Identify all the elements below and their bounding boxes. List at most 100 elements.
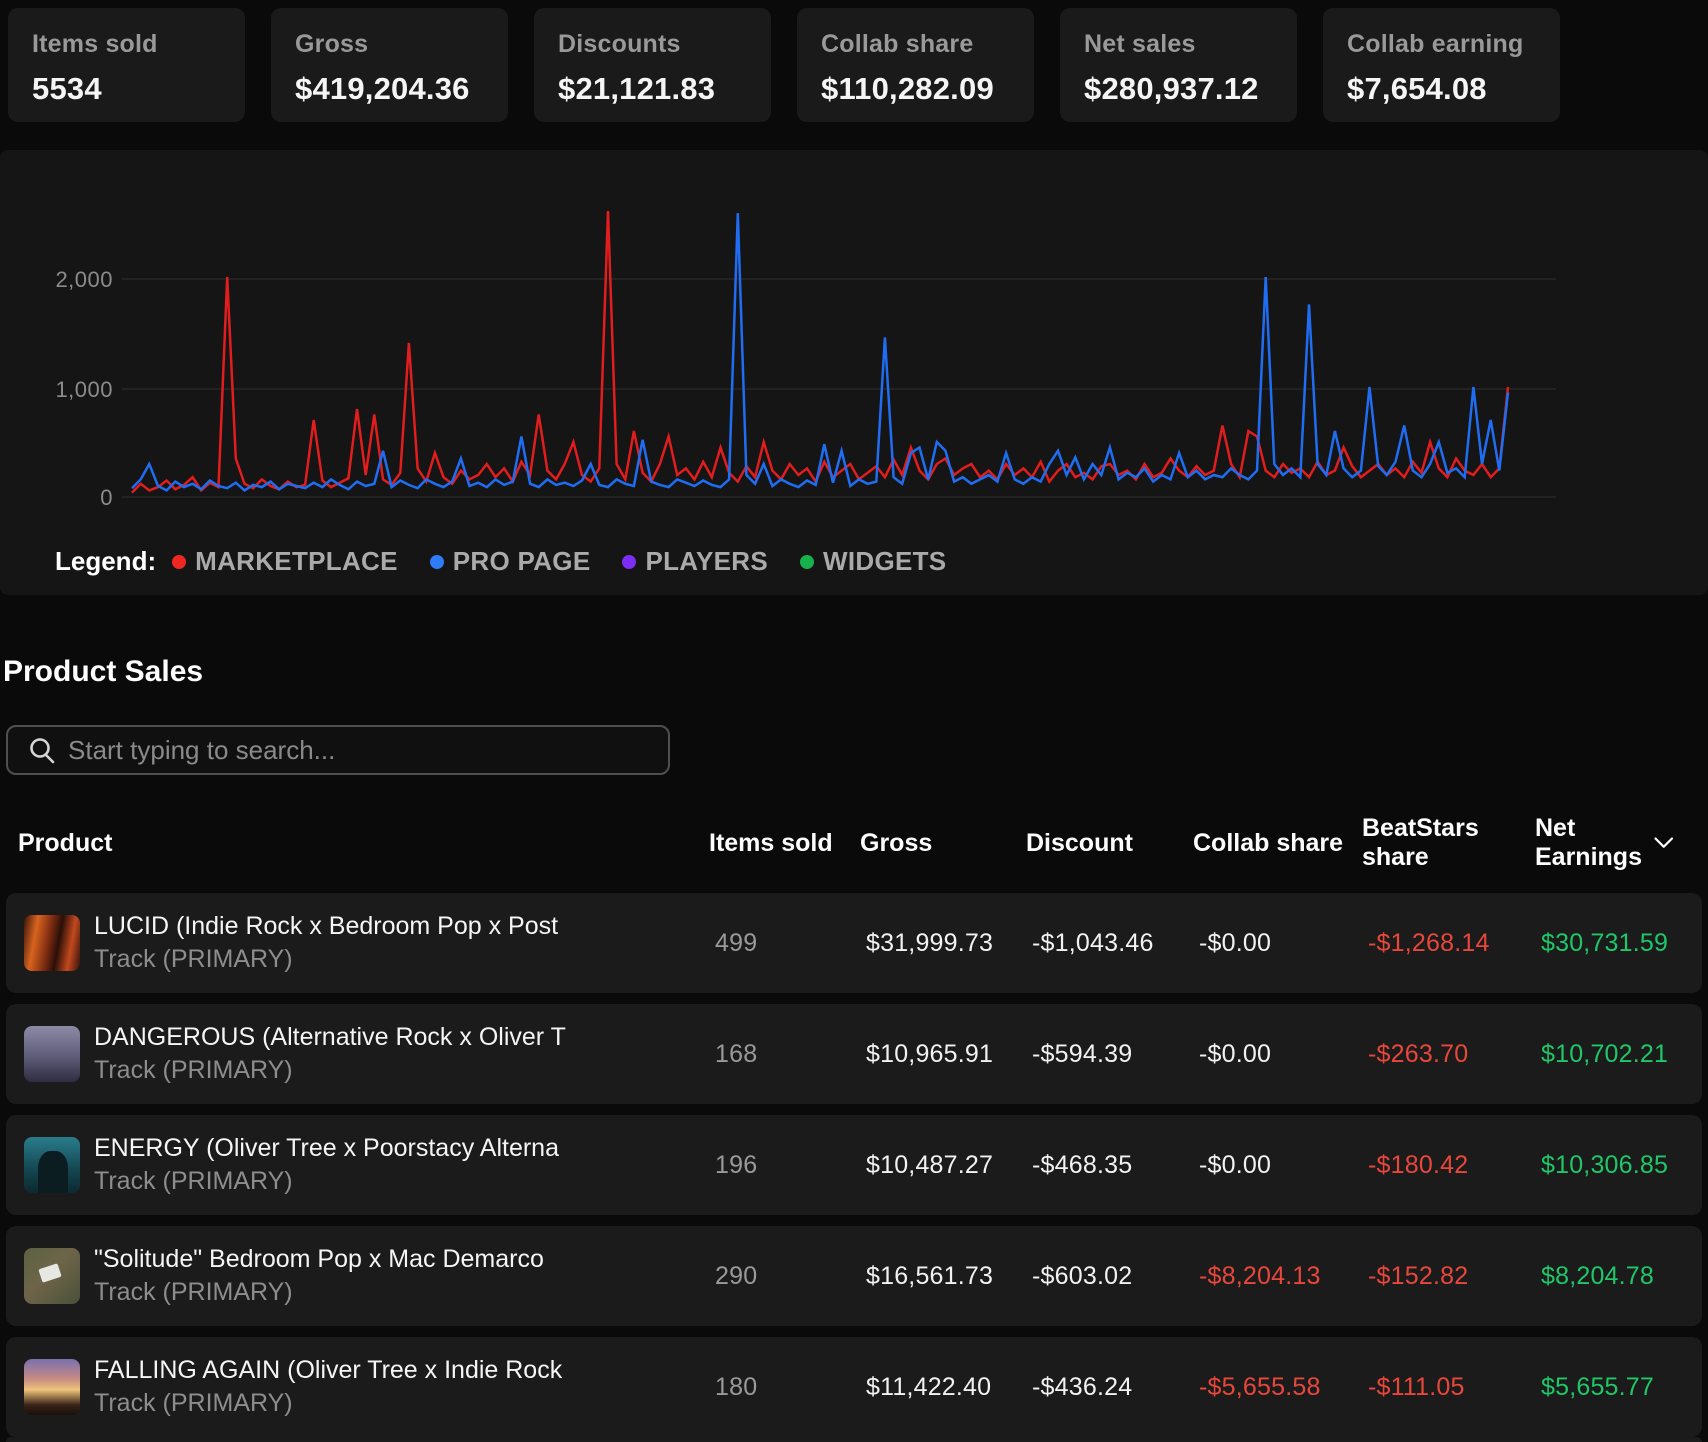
series-line-pro-page xyxy=(132,213,1508,490)
gross-value: $11,422.40 xyxy=(866,1373,1032,1402)
widgets-dot-icon xyxy=(800,555,814,569)
y-axis-tick-2000: 2,000 xyxy=(13,267,113,293)
product-title: "Solitude" Bedroom Pop x Mac Demarco xyxy=(94,1245,544,1274)
stat-label: Collab share xyxy=(821,30,1034,59)
items-sold-value: 168 xyxy=(715,1040,866,1069)
discount-value: -$594.39 xyxy=(1032,1040,1199,1069)
chart-legend: Legend: MARKETPLACE PRO PAGE PLAYERS WID… xyxy=(55,546,964,577)
column-header-beatstars-share[interactable]: BeatStars share xyxy=(1362,814,1535,872)
table-row[interactable]: DANGEROUS (Alternative Rock x Oliver T T… xyxy=(6,1004,1702,1104)
gross-value: $31,999.73 xyxy=(866,929,1032,958)
product-title: LUCID (Indie Rock x Bedroom Pop x Post xyxy=(94,912,558,941)
search-icon xyxy=(28,736,56,764)
product-subtitle: Track (PRIMARY) xyxy=(94,945,558,974)
beatstars-share-value: -$152.82 xyxy=(1368,1262,1541,1291)
stat-label: Discounts xyxy=(558,30,771,59)
legend-label: PRO PAGE xyxy=(453,546,591,577)
table-row[interactable]: FALLING AGAIN (Oliver Tree x Indie Rock … xyxy=(6,1337,1702,1437)
marketplace-dot-icon xyxy=(172,555,186,569)
column-header-gross[interactable]: Gross xyxy=(860,829,1026,858)
legend-item-widgets: WIDGETS xyxy=(800,546,946,577)
stat-card-items-sold: Items sold 5534 xyxy=(8,8,245,122)
items-sold-value: 196 xyxy=(715,1151,866,1180)
table-row[interactable]: LUCID (Indie Rock x Bedroom Pop x Post T… xyxy=(6,893,1702,993)
items-sold-value: 290 xyxy=(715,1262,866,1291)
sales-line-chart xyxy=(0,150,1708,595)
product-title: DANGEROUS (Alternative Rock x Oliver T xyxy=(94,1023,566,1052)
product-subtitle: Track (PRIMARY) xyxy=(94,1167,559,1196)
items-sold-value: 499 xyxy=(715,929,866,958)
table-header: Product Items sold Gross Discount Collab… xyxy=(0,799,1708,887)
search-input[interactable] xyxy=(68,735,648,766)
stat-card-gross: Gross $419,204.36 xyxy=(271,8,508,122)
product-title: ENERGY (Oliver Tree x Poorstacy Alterna xyxy=(94,1134,559,1163)
discount-value: -$468.35 xyxy=(1032,1151,1199,1180)
stat-value: $419,204.36 xyxy=(295,71,508,107)
column-header-product[interactable]: Product xyxy=(18,829,709,858)
legend-item-pro-page: PRO PAGE xyxy=(430,546,591,577)
players-dot-icon xyxy=(622,555,636,569)
beatstars-share-value: -$111.05 xyxy=(1368,1373,1541,1402)
y-axis-tick-1000: 1,000 xyxy=(13,377,113,403)
product-cell: LUCID (Indie Rock x Bedroom Pop x Post T… xyxy=(24,912,715,974)
product-cell: ENERGY (Oliver Tree x Poorstacy Alterna … xyxy=(24,1134,715,1196)
gross-value: $16,561.73 xyxy=(866,1262,1032,1291)
legend-label: PLAYERS xyxy=(645,546,768,577)
stat-card-collab-share: Collab share $110,282.09 xyxy=(797,8,1034,122)
net-earnings-value: $8,204.78 xyxy=(1541,1262,1684,1291)
items-sold-value: 180 xyxy=(715,1373,866,1402)
net-earnings-value: $30,731.59 xyxy=(1541,929,1684,958)
column-header-net-earnings[interactable]: Net Earnings xyxy=(1535,814,1694,872)
stat-label: Net sales xyxy=(1084,30,1297,59)
stat-card-discounts: Discounts $21,121.83 xyxy=(534,8,771,122)
product-thumbnail xyxy=(24,1359,80,1415)
stat-card-net-sales: Net sales $280,937.12 xyxy=(1060,8,1297,122)
table-row[interactable]: ENERGY (Oliver Tree x Poorstacy Alterna … xyxy=(6,1115,1702,1215)
net-earnings-value: $10,306.85 xyxy=(1541,1151,1684,1180)
product-sales-title: Product Sales xyxy=(3,655,1708,689)
beatstars-share-value: -$1,268.14 xyxy=(1368,929,1541,958)
column-header-collab-share[interactable]: Collab share xyxy=(1193,829,1362,858)
net-earnings-value: $5,655.77 xyxy=(1541,1373,1684,1402)
column-header-items-sold[interactable]: Items sold xyxy=(709,829,860,858)
stat-value: 5534 xyxy=(32,71,245,107)
stat-label: Collab earning xyxy=(1347,30,1560,59)
legend-label: WIDGETS xyxy=(823,546,946,577)
legend-item-players: PLAYERS xyxy=(622,546,768,577)
product-thumbnail xyxy=(24,1137,80,1193)
product-title: FALLING AGAIN (Oliver Tree x Indie Rock xyxy=(94,1356,562,1385)
product-thumbnail xyxy=(24,1026,80,1082)
product-cell: "Solitude" Bedroom Pop x Mac Demarco Tra… xyxy=(24,1245,715,1307)
legend-title: Legend: xyxy=(55,546,156,577)
discount-value: -$436.24 xyxy=(1032,1373,1199,1402)
product-subtitle: Track (PRIMARY) xyxy=(94,1056,566,1085)
search-box[interactable] xyxy=(6,725,670,775)
product-subtitle: Track (PRIMARY) xyxy=(94,1389,562,1418)
discount-value: -$603.02 xyxy=(1032,1262,1199,1291)
pro-page-dot-icon xyxy=(430,555,444,569)
collab-share-value: -$0.00 xyxy=(1199,929,1368,958)
legend-item-marketplace: MARKETPLACE xyxy=(172,546,398,577)
stat-label: Gross xyxy=(295,30,508,59)
gross-value: $10,487.27 xyxy=(866,1151,1032,1180)
product-table: LUCID (Indie Rock x Bedroom Pop x Post T… xyxy=(0,893,1708,1437)
product-cell: FALLING AGAIN (Oliver Tree x Indie Rock … xyxy=(24,1356,715,1418)
stat-card-collab-earning: Collab earning $7,654.08 xyxy=(1323,8,1560,122)
gross-value: $10,965.91 xyxy=(866,1040,1032,1069)
table-row[interactable]: "Solitude" Bedroom Pop x Mac Demarco Tra… xyxy=(6,1226,1702,1326)
chevron-down-icon[interactable] xyxy=(1651,833,1676,853)
stat-label: Items sold xyxy=(32,30,245,59)
product-subtitle: Track (PRIMARY) xyxy=(94,1278,544,1307)
stat-value: $21,121.83 xyxy=(558,71,771,107)
beatstars-share-value: -$263.70 xyxy=(1368,1040,1541,1069)
discount-value: -$1,043.46 xyxy=(1032,929,1199,958)
collab-share-value: -$5,655.58 xyxy=(1199,1373,1368,1402)
stat-value: $7,654.08 xyxy=(1347,71,1560,107)
stats-row: Items sold 5534 Gross $419,204.36 Discou… xyxy=(0,0,1708,122)
product-thumbnail xyxy=(24,915,80,971)
collab-share-value: -$0.00 xyxy=(1199,1040,1368,1069)
net-earnings-value: $10,702.21 xyxy=(1541,1040,1684,1069)
column-header-discount[interactable]: Discount xyxy=(1026,829,1193,858)
sales-chart-panel: 2,000 1,000 0 Legend: MARKETPLACE PRO PA… xyxy=(0,150,1708,595)
collab-share-value: -$8,204.13 xyxy=(1199,1262,1368,1291)
